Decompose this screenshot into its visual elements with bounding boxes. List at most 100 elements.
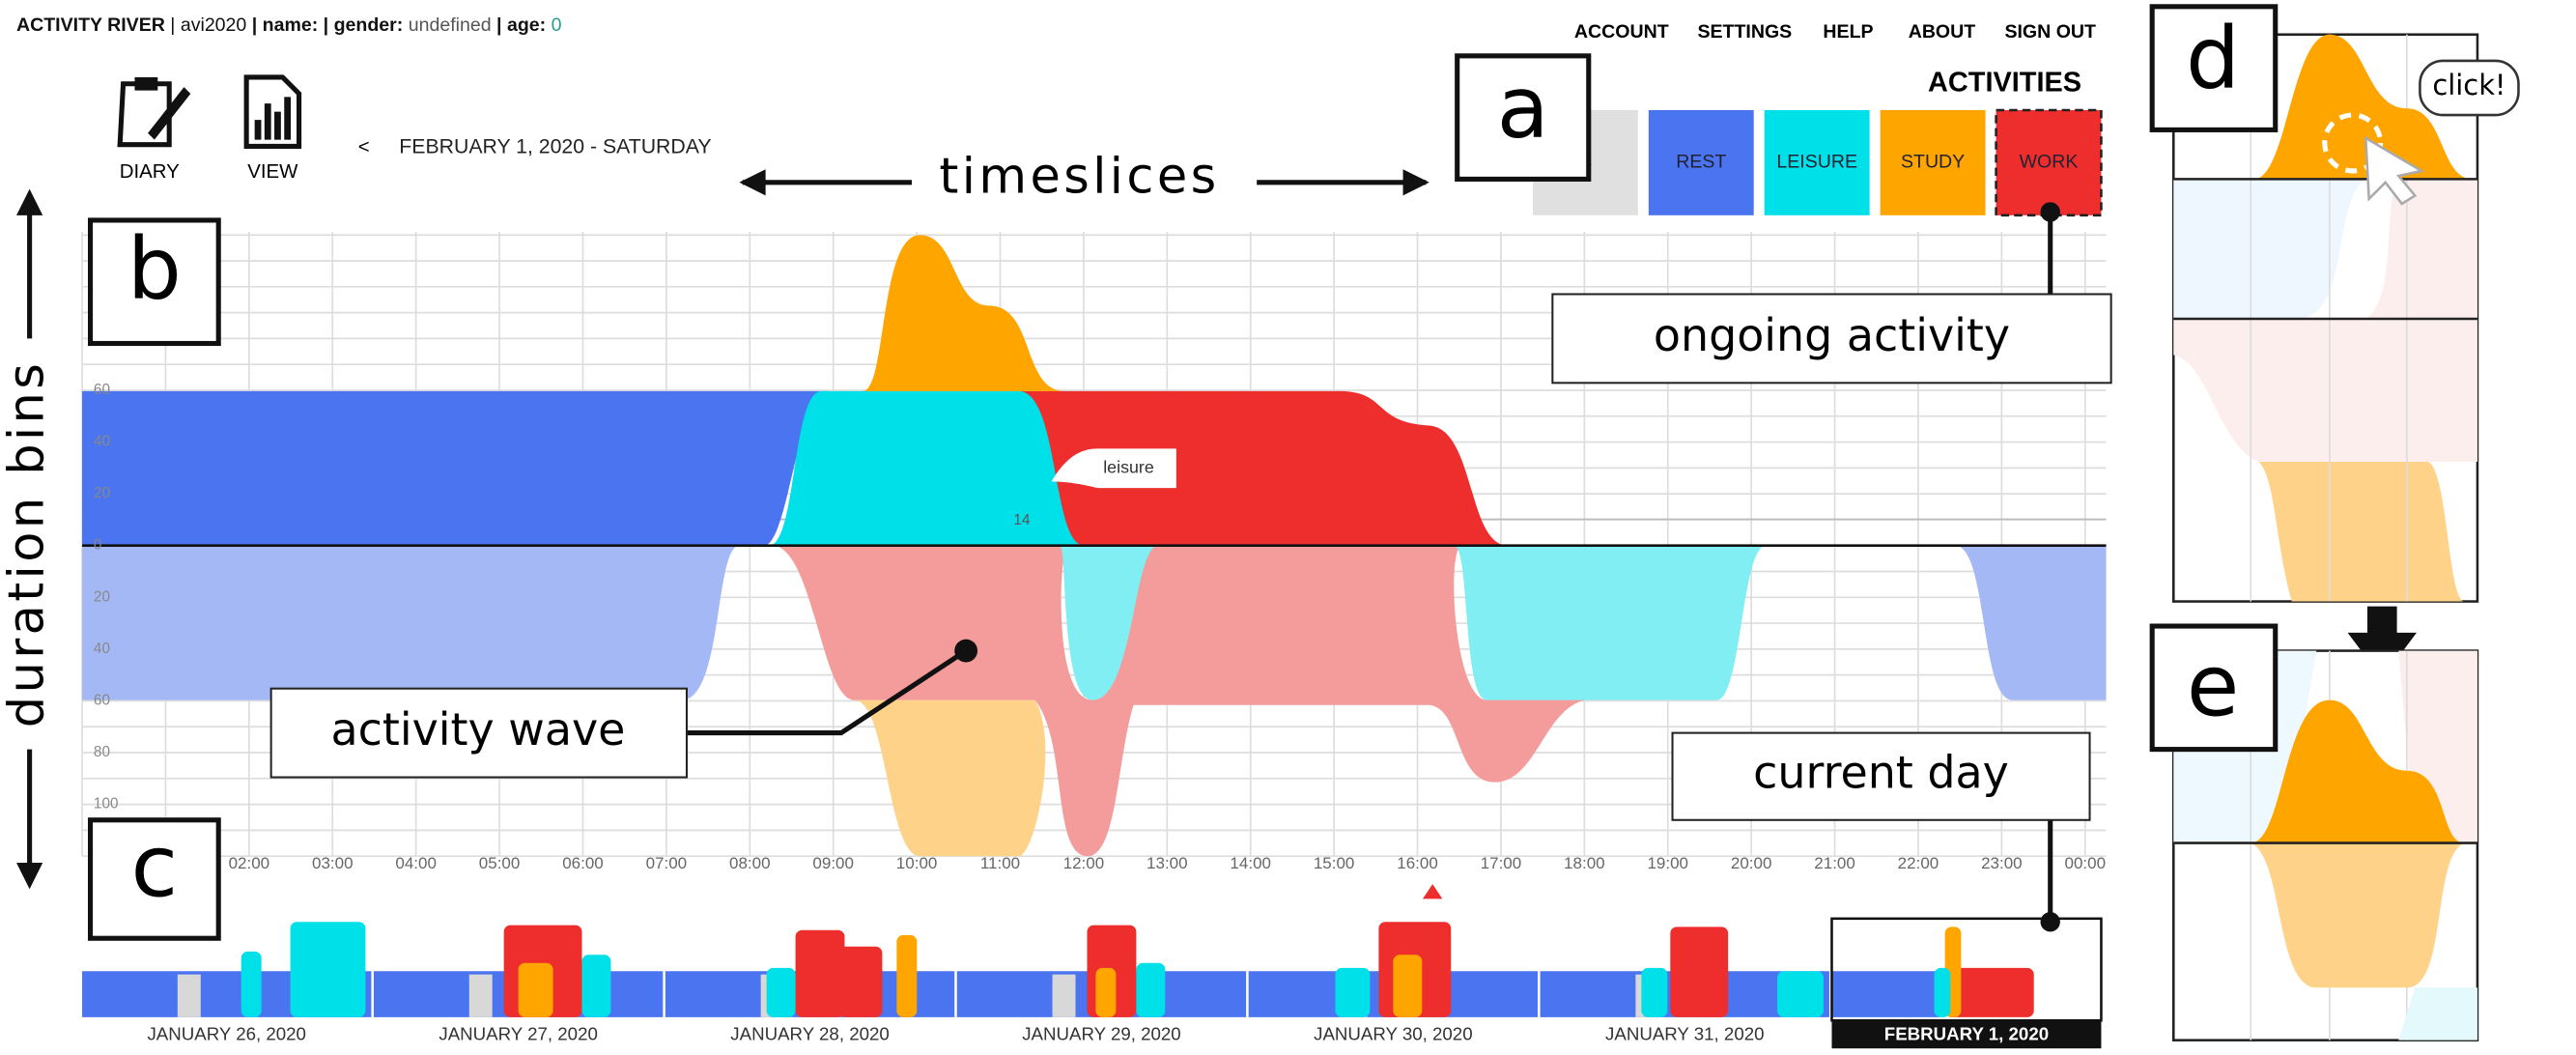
panel-d: click! d — [2149, 4, 2520, 603]
timeslices: timeslices — [939, 148, 1219, 205]
duration-bins: duration bins — [0, 360, 56, 728]
activity-button[interactable]: STUDY — [1880, 109, 1986, 215]
study-wave — [2253, 34, 2473, 180]
x-tick-label: 15:00 — [1314, 854, 1355, 872]
click-text: click! — [2432, 69, 2505, 101]
river: leisure 14 — [82, 235, 2107, 857]
y-tick-label: 20 — [94, 588, 110, 605]
activity-blob — [1095, 967, 1117, 1017]
leisure-wave-lower — [1060, 545, 1159, 700]
y-tick-label: 100 — [94, 796, 119, 813]
day-thumbnail[interactable]: JANUARY 29, 2020 — [956, 913, 1247, 1044]
divider — [2173, 178, 2477, 321]
x-tick-label: 06:00 — [562, 854, 604, 872]
label-box — [1455, 53, 1592, 182]
study-wave-lower — [2250, 842, 2465, 988]
day-label: JANUARY 30, 2020 — [1314, 1024, 1472, 1044]
button-label: WORK — [2020, 152, 2079, 173]
timeline: JANUARY 26, 2020 JANUARY 27, 2020 JANUARY … — [82, 913, 2103, 1049]
day-label: JANUARY 28, 2020 — [730, 1024, 889, 1044]
day-thumbnail[interactable]: JANUARY 31, 2020 — [1540, 913, 1829, 1044]
activity-blob — [1641, 967, 1668, 1017]
day-thumbnail[interactable]: JANUARY 28, 2020 — [665, 913, 955, 1044]
nav-link[interactable]: SIGN OUT — [2004, 21, 2096, 43]
faded-wave — [2173, 318, 2477, 462]
label-bg — [1831, 1020, 2102, 1049]
nav-link[interactable]: ABOUT — [1909, 21, 1976, 43]
y-tick-label: 60 — [94, 692, 110, 708]
activity-blob — [518, 962, 553, 1017]
faded-wave — [2365, 179, 2477, 319]
diary-button[interactable]: DIARY — [117, 76, 191, 183]
work-wave — [1018, 390, 1509, 546]
activity-wave: activity wave — [331, 703, 626, 756]
button-bg — [1764, 109, 1870, 215]
click-ring — [2322, 112, 2384, 174]
nav: ACCOUNT SETTINGS HELP ABOUT SIGN OUT — [1574, 21, 2096, 43]
day-thumbnail[interactable]: JANUARY 27, 2020 — [373, 913, 664, 1044]
rest-wave-lower — [82, 545, 740, 700]
activity-blob — [1670, 927, 1729, 1017]
y-tick-label: 60 — [94, 382, 110, 398]
separator: | — [170, 14, 175, 36]
label-c: c — [131, 817, 179, 917]
x-tick-label: 03:00 — [312, 854, 354, 872]
activity-button[interactable]: LEISURE — [1764, 109, 1870, 215]
nav-link[interactable]: HELP — [1823, 21, 1873, 43]
study-wave-lower — [2258, 461, 2465, 602]
day-label: FEBRUARY 1, 2020 — [1884, 1024, 2049, 1044]
activity-blob — [766, 967, 796, 1017]
y-tick-label: 40 — [94, 641, 110, 657]
x-tick-label: 19:00 — [1647, 854, 1688, 872]
work-wave-lower — [772, 545, 1586, 857]
label-e: e — [2187, 636, 2239, 735]
ticks: 60 40 20 0 20 40 60 80 100 02:00 03:00 04:00 05:00 06… — [94, 382, 2106, 872]
callout — [269, 687, 688, 779]
faded-wave — [2173, 179, 2366, 319]
view-button[interactable]: VIEW — [243, 74, 302, 183]
button-bg — [1648, 109, 1754, 215]
activity-button[interactable]: WORK — [1995, 108, 2103, 217]
x-tick-label: 20:00 — [1731, 854, 1772, 872]
name-label: name: — [263, 14, 319, 36]
day-thumbnail[interactable]: JANUARY 30, 2020 — [1248, 913, 1539, 1044]
day-label: JANUARY 31, 2020 — [1605, 1024, 1764, 1044]
x-tick-label: 11:00 — [980, 854, 1020, 872]
study-wave — [2250, 699, 2465, 843]
nav-link[interactable]: SETTINGS — [1697, 21, 1792, 43]
x-tick-label: 21:00 — [1814, 854, 1855, 872]
activity-blob — [795, 929, 845, 1017]
separator: | — [496, 14, 501, 36]
day-thumbnail[interactable]: FEBRUARY 1, 2020 — [1830, 913, 2103, 1049]
nav-link[interactable]: ACCOUNT — [1574, 21, 1669, 43]
x-tick-label: 10:00 — [896, 854, 938, 872]
view-icon — [243, 74, 302, 149]
faded-wave — [2398, 987, 2477, 1041]
prev-button[interactable]: < — [358, 136, 370, 157]
cursor — [2364, 135, 2425, 206]
button-bg — [1995, 108, 2103, 217]
x-tick-label: 08:00 — [729, 854, 771, 872]
gender-label: gender: — [334, 14, 404, 36]
button-label: LEISURE — [1776, 152, 1857, 173]
label-b: b — [127, 218, 182, 318]
date: FEBRUARY 1, 2020 - SATURDAY — [399, 135, 711, 158]
label-a: a — [1497, 58, 1549, 157]
separator: | — [252, 14, 257, 36]
y-tick-label: 0 — [94, 537, 102, 554]
day-label: JANUARY 29, 2020 — [1022, 1024, 1180, 1044]
x-tick-label: 00:00 — [2064, 854, 2106, 872]
x-tick-label: 22:00 — [1898, 854, 1939, 872]
activity-button[interactable]: REST — [1648, 109, 1754, 215]
day-label: JANUARY 27, 2020 — [439, 1024, 597, 1044]
x-tick-label: 09:00 — [812, 854, 854, 872]
activity-blob — [838, 946, 883, 1017]
activity-blob — [1335, 967, 1371, 1017]
x-tick-label: 18:00 — [1564, 854, 1605, 872]
activity-blob — [1393, 955, 1423, 1017]
tooltip — [1051, 448, 1176, 489]
ongoing-activity: ongoing activity — [1654, 309, 2010, 361]
age: 0 — [552, 14, 562, 36]
marker: 14 — [1013, 512, 1031, 528]
diary-label: DIARY — [120, 161, 180, 183]
